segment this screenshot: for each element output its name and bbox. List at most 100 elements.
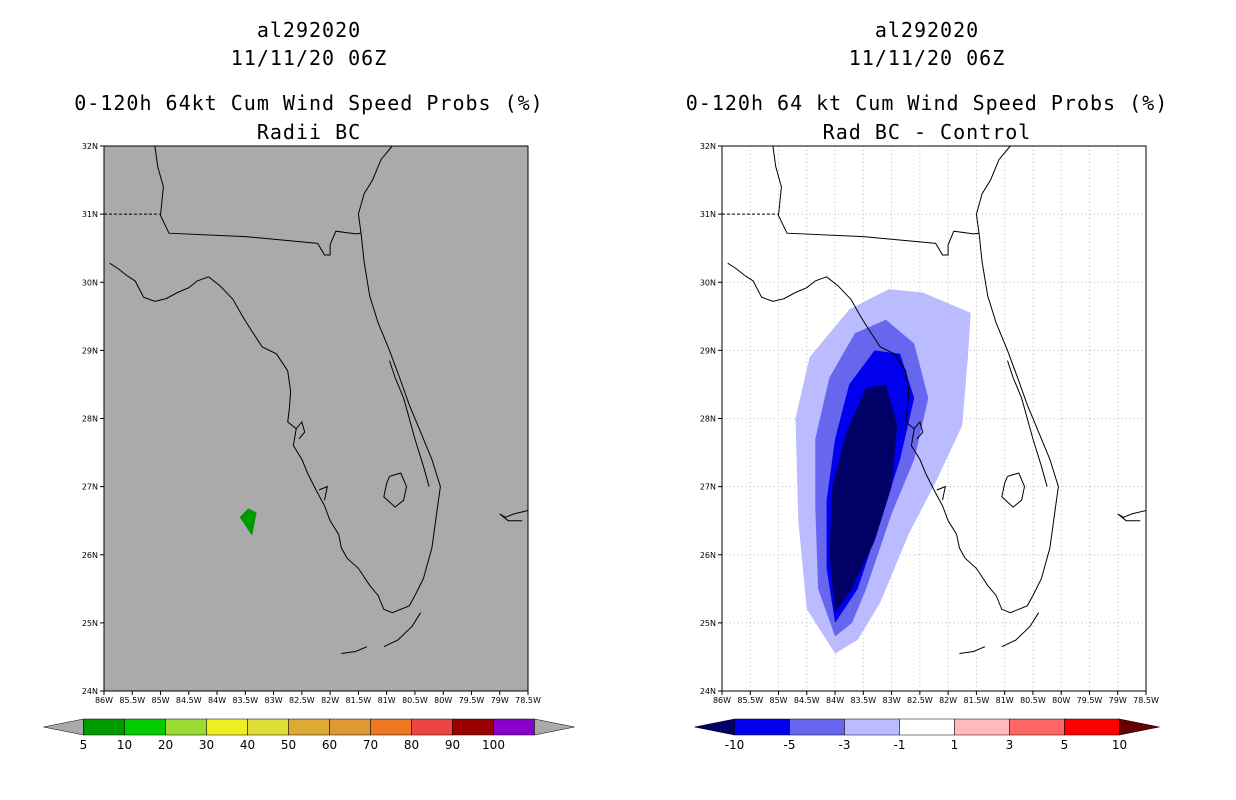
lat-tick-label: 26N <box>700 551 716 560</box>
lon-tick-label: 79.5W <box>1077 696 1103 705</box>
lon-tick-label: 83.5W <box>850 696 876 705</box>
colorbar-label: 70 <box>363 738 378 752</box>
lon-tick-label: 79W <box>491 696 509 705</box>
datetime-title: 11/11/20 06Z <box>848 46 1006 70</box>
datetime-title: 11/11/20 06Z <box>230 46 388 70</box>
lat-tick-label: 32N <box>700 142 716 151</box>
colorbar-label: 5 <box>1061 738 1069 752</box>
colorbar-arrow-low <box>694 718 735 736</box>
coastline <box>975 145 1059 596</box>
colorbar-label: 80 <box>404 738 419 752</box>
lon-tick-label: 84.5W <box>794 696 820 705</box>
subtitle: Radii BC <box>256 120 362 144</box>
colorbar-arrow-low <box>43 718 84 736</box>
coastlines <box>722 145 1147 654</box>
product-title: 0-120h 64kt Cum Wind Speed Probs (%) <box>74 91 544 115</box>
lon-tick-label: 79W <box>1109 696 1127 705</box>
coastline <box>295 420 306 440</box>
colorbar-swatch <box>789 718 845 736</box>
coastline <box>1007 360 1048 487</box>
lon-tick-label: 86W <box>95 696 113 705</box>
panel-radii-bc: al292020 11/11/20 06Z 0-120h 64kt Cum Wi… <box>43 18 575 752</box>
colorbar-swatch <box>83 718 125 736</box>
colorbar-arrow-high <box>534 718 575 736</box>
coastline <box>959 646 986 654</box>
lat-tick-label: 28N <box>700 415 716 424</box>
colorbar-label: -3 <box>839 738 851 752</box>
lon-tick-label: 84W <box>826 696 844 705</box>
lat-tick-label: 24N <box>82 687 98 696</box>
storm-id-title: al292020 <box>874 18 980 42</box>
colorbar-swatch <box>844 718 900 736</box>
lon-tick-label: 80.5W <box>402 696 428 705</box>
colorbar-swatch <box>370 718 412 736</box>
coastline <box>1117 510 1147 522</box>
coastline <box>383 612 422 648</box>
colorbar: -10 -5 -3 -1 1 3 5 10 <box>694 718 1160 752</box>
lat-tick-label: 32N <box>82 142 98 151</box>
coastline <box>341 646 368 654</box>
lon-tick-label: 85.5W <box>737 696 763 705</box>
coastline <box>389 360 430 487</box>
lon-tick-label: 81W <box>378 696 396 705</box>
colorbar-label: -1 <box>894 738 906 752</box>
colorbar-swatch <box>1064 718 1120 736</box>
coastline <box>318 485 328 501</box>
colorbar-label: 3 <box>1006 738 1014 752</box>
diff-contour <box>829 384 898 613</box>
colorbar-arrow-high <box>1119 718 1160 736</box>
lat-tick-label: 26N <box>82 551 98 560</box>
lat-tick-label: 25N <box>700 619 716 628</box>
lat-tick-label: 29N <box>82 346 98 355</box>
panel-rad-bc-control: al292020 11/11/20 06Z 0-120h 64 kt Cum W… <box>618 0 1236 800</box>
colorbar-swatch <box>206 718 248 736</box>
colorbar-swatch <box>247 718 289 736</box>
colorbar-swatch <box>411 718 453 736</box>
colorbar-label: 20 <box>158 738 173 752</box>
map-background <box>104 146 528 691</box>
colorbar-swatch <box>452 718 494 736</box>
storm-id-title: al292020 <box>256 18 362 42</box>
lon-tick-label: 82.5W <box>289 696 315 705</box>
subtitle: Rad BC - Control <box>822 120 1032 144</box>
coastline <box>913 420 924 440</box>
colorbar-label: 10 <box>1112 738 1127 752</box>
lon-tick-label: 80.5W <box>1020 696 1046 705</box>
colorbar-swatch <box>734 718 790 736</box>
lat-tick-label: 27N <box>700 483 716 492</box>
coastline <box>160 214 362 256</box>
colorbar-swatch <box>165 718 207 736</box>
product-title: 0-120h 64 kt Cum Wind Speed Probs (%) <box>685 91 1169 115</box>
coastlines <box>104 145 529 654</box>
colorbar-label: -10 <box>725 738 745 752</box>
colorbar-swatch <box>493 718 535 736</box>
lon-tick-label: 78.5W <box>515 696 541 705</box>
lon-tick-label: 83.5W <box>232 696 258 705</box>
colorbar-swatch <box>954 718 1010 736</box>
lon-tick-label: 81W <box>996 696 1014 705</box>
lon-tick-label: 79.5W <box>459 696 485 705</box>
lat-tick-label: 27N <box>82 483 98 492</box>
lon-tick-label: 82W <box>321 696 339 705</box>
coastline <box>499 510 529 522</box>
colorbar-swatch <box>899 718 955 736</box>
colorbar-swatch <box>329 718 371 736</box>
lon-tick-label: 83W <box>883 696 901 705</box>
colorbar-label: 10 <box>117 738 132 752</box>
lat-tick-label: 29N <box>700 346 716 355</box>
lon-tick-label: 78.5W <box>1133 696 1159 705</box>
lat-tick-label: 30N <box>82 278 98 287</box>
lon-tick-label: 84W <box>208 696 226 705</box>
colorbar-label: 5 <box>80 738 88 752</box>
coastline <box>772 145 782 216</box>
lon-tick-label: 86W <box>713 696 731 705</box>
colorbar-label: 50 <box>281 738 296 752</box>
coastline <box>1001 472 1026 508</box>
coastline <box>109 262 416 614</box>
